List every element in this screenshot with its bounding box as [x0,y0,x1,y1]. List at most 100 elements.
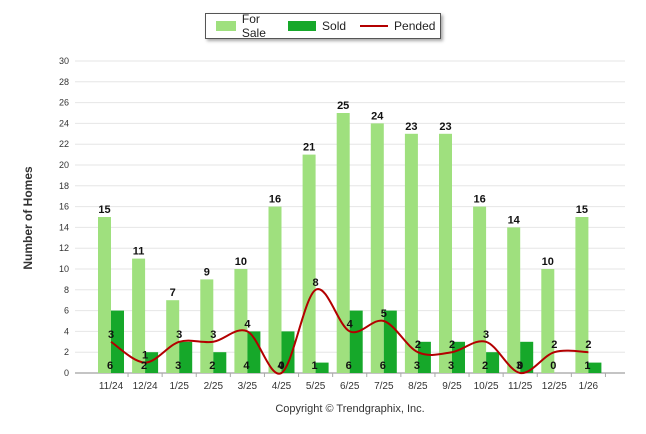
bar-sold [588,362,602,373]
y-tick-label: 0 [64,368,69,378]
bar-for-sale [473,206,487,373]
data-label-sold: 6 [107,360,113,372]
data-label-sold: 3 [516,360,522,372]
data-label-sold: 2 [482,360,488,372]
bar-sold [315,362,329,373]
legend-label-pended: Pended [394,19,436,33]
bar-for-sale [234,269,248,373]
x-tick-label: 8/25 [408,381,428,392]
data-label-for-sale: 9 [204,266,210,278]
legend-item-pended[interactable]: Pended [360,19,435,33]
legend-swatch-sold [288,21,317,31]
x-tick-label: 12/24 [133,381,158,392]
y-tick-label: 20 [59,160,69,170]
data-label-pended: 3 [176,329,182,341]
bar-for-sale [268,206,282,373]
data-label-pended: 2 [449,339,455,351]
bar-sold [417,341,431,373]
bar-for-sale [439,133,452,373]
data-label-pended: 5 [381,308,387,320]
bar-for-sale [132,258,146,373]
data-label-for-sale: 10 [542,256,554,268]
y-tick-label: 14 [59,222,69,232]
data-label-pended: 3 [483,329,489,341]
bar-for-sale [575,217,589,373]
x-tick-label: 5/25 [306,381,326,392]
y-tick-label: 6 [64,306,69,316]
data-label-pended: 0 [278,360,284,372]
y-tick-label: 22 [59,139,69,149]
bar-for-sale [336,113,350,373]
data-label-pended: 3 [108,329,114,341]
legend-item-for-sale[interactable]: For Sale [216,12,274,40]
data-label-sold: 3 [414,360,420,372]
data-label-for-sale: 16 [269,194,281,206]
x-tick-label: 1/25 [169,381,189,392]
bar-sold [486,352,500,373]
data-label-sold: 6 [346,360,352,372]
x-tick-label: 11/25 [508,381,533,392]
data-label-sold: 3 [448,360,454,372]
legend-label-for-sale: For Sale [241,12,266,40]
y-tick-label: 24 [59,118,69,128]
data-label-for-sale: 15 [98,204,110,216]
bar-for-sale [507,227,521,373]
bar-sold [520,341,534,373]
bar-sold [281,331,295,373]
y-tick-label: 26 [59,98,69,108]
bar-for-sale [166,300,180,373]
x-tick-label: 3/25 [238,381,258,392]
y-tick-label: 4 [64,326,69,336]
x-tick-label: 11/24 [99,381,124,392]
y-tick-label: 8 [64,285,69,295]
data-label-sold: 1 [584,360,590,372]
x-tick-label: 10/25 [474,381,499,392]
data-label-sold: 2 [209,360,215,372]
chart-legend: For Sale Sold Pended [205,12,441,40]
x-tick-label: 1/26 [579,381,599,392]
data-label-sold: 1 [312,360,318,372]
copyright-text: Copyright © Trendgraphix, Inc. [275,403,425,415]
data-label-for-sale: 21 [303,142,315,154]
data-label-sold: 3 [175,360,181,372]
data-label-pended: 8 [313,277,319,289]
data-label-pended: 3 [210,329,216,341]
y-tick-label: 12 [59,243,69,253]
bar-for-sale [370,123,384,374]
x-tick-label: 7/25 [374,381,394,392]
bar-for-sale [541,269,555,373]
legend-swatch-for-sale [216,21,236,31]
bar-for-sale [98,217,111,373]
bar-sold [145,352,159,373]
data-label-for-sale: 14 [508,214,521,226]
y-tick-label: 10 [59,264,69,274]
legend-swatch-pended [360,25,389,27]
x-tick-label: 9/25 [442,381,462,392]
data-label-pended: 1 [142,350,148,362]
line-pended [110,288,589,375]
data-label-pended: 2 [585,339,591,351]
data-label-for-sale: 7 [170,287,176,299]
bar-for-sale [404,133,418,373]
bar-sold [179,341,193,373]
legend-item-sold[interactable]: Sold [288,19,346,33]
data-label-for-sale: 10 [235,256,247,268]
y-tick-label: 30 [59,56,69,66]
bar-sold [213,352,227,373]
data-label-sold: 0 [550,360,556,372]
legend-label-sold: Sold [322,19,347,33]
data-label-for-sale: 11 [133,246,145,258]
x-tick-label: 12/25 [542,381,567,392]
bar-for-sale [302,154,316,373]
x-tick-label: 2/25 [204,381,224,392]
data-label-for-sale: 23 [439,121,451,133]
bar-sold [111,310,124,373]
data-label-for-sale: 16 [473,194,485,206]
x-tick-label: 6/25 [340,381,360,392]
data-label-for-sale: 15 [576,204,588,216]
data-label-pended: 0 [517,360,523,372]
data-label-pended: 2 [415,339,421,351]
bar-sold [349,310,363,373]
y-tick-label: 28 [59,77,69,87]
